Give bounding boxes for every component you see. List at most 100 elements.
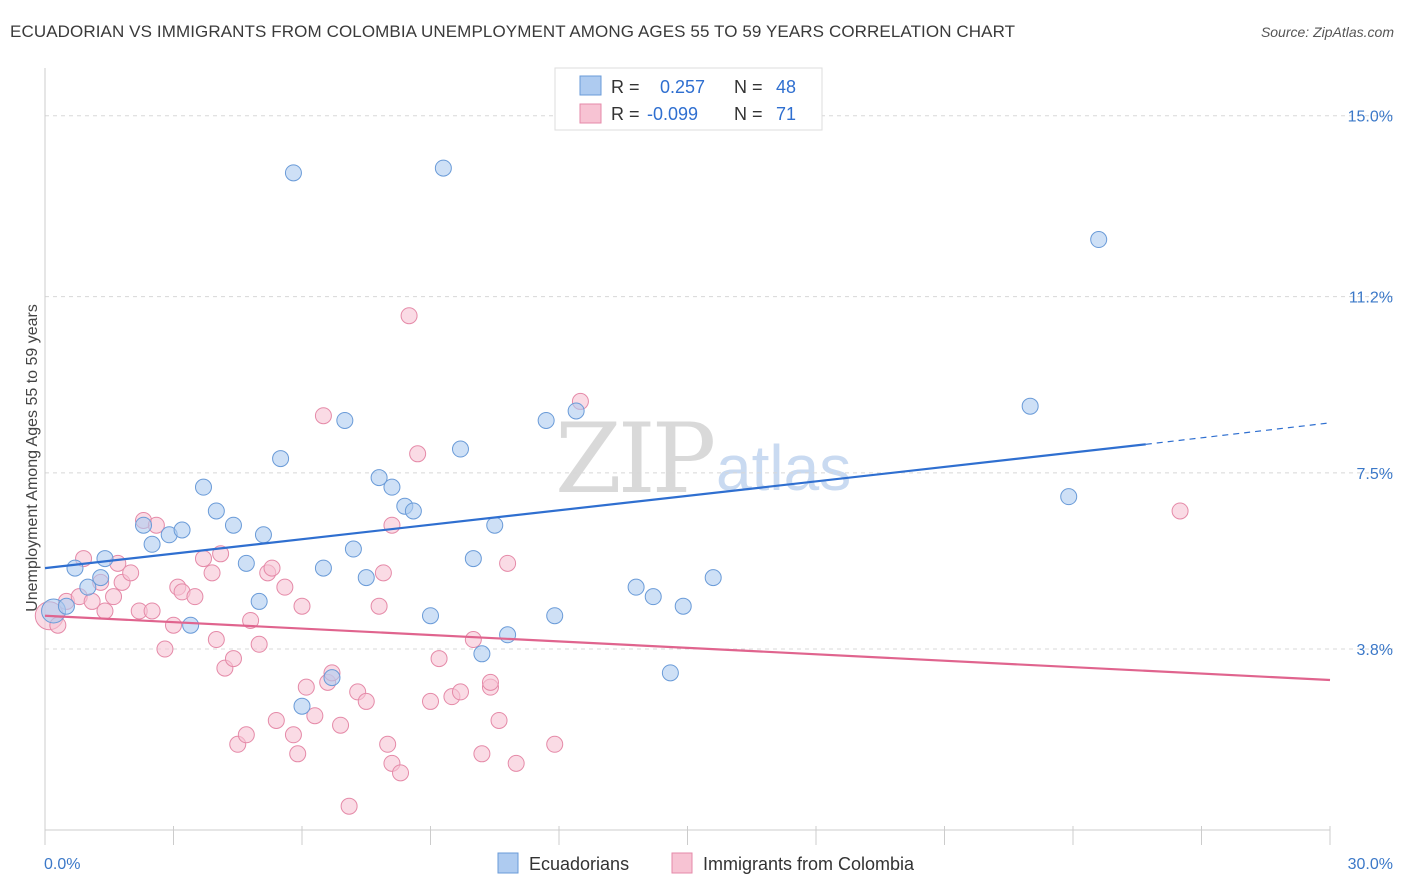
colombia-trend-line [44,614,1331,682]
colombia-point [263,559,281,577]
ecuadorians-point [92,569,110,587]
colombia-point [194,550,212,568]
ecuadorians-point [66,559,84,577]
legend-n-label-1: N = [734,77,763,97]
correlation-legend: R = 0.257 N = 48 R = -0.099 N = 71 [554,67,823,131]
colombia-point [237,726,255,744]
ecuadorians-point [567,402,585,420]
watermark-atlas: atlas [716,432,851,504]
colombia-point [207,631,225,649]
colombia-point [224,650,242,668]
colombia-point [409,445,427,463]
colombia-point [379,735,397,753]
series-ecuadorians-points [41,159,1108,715]
bottom-legend-colombia: Immigrants from Colombia [703,854,915,874]
ecuadorians-point [1021,397,1039,415]
ecuadorians-point [182,616,200,634]
colombia-point [143,602,161,620]
ecuadorians-point [272,450,290,468]
colombia-point [451,683,469,701]
colombia-point [250,635,268,653]
ecuadorians-point [79,578,97,596]
series-colombia-points [34,307,1189,815]
colombia-point [422,692,439,710]
ecuadorians-trend-line [44,443,1146,570]
ecuadorians-point [284,164,302,182]
colombia-point [383,516,401,534]
ecuadorians-point [173,521,191,539]
legend-r-value-2: -0.099 [647,104,698,124]
colombia-point [499,554,517,572]
ecuadorians-point [661,664,679,682]
ecuadorians-point [704,569,722,587]
colombia-point [105,588,123,606]
ecuadorians-point [1060,488,1078,506]
ecuadorians-point [314,559,332,577]
axes [44,68,1331,845]
colombia-point [392,764,410,782]
legend-n-value-2: 71 [776,104,796,124]
ecuadorians-point [224,516,242,534]
ecuadorians-point [383,478,401,496]
watermark-zip: ZIP [555,403,714,515]
colombia-point [546,735,564,753]
colombia-point [314,407,332,425]
ecuadorians-point [357,569,375,587]
colombia-point [242,611,260,629]
ecuadorians-point [464,550,482,568]
ecuadorians-point [207,502,225,520]
ecuadorians-point [434,159,452,177]
colombia-point [165,616,182,634]
ecuadorians-point [237,554,255,572]
x-tick-label-max: 30.0% [1348,856,1393,873]
ecuadorians-point [546,607,564,625]
colombia-point [297,678,315,696]
colombia-point [156,640,174,658]
bottom-legend-swatch-colombia [671,852,693,874]
colombia-point [306,707,324,725]
colombia-point [400,307,418,325]
ecuadorians-point [250,592,268,610]
colombia-point [122,564,140,582]
ecuadorians-point [336,411,354,429]
legend-n-label-2: N = [734,104,763,124]
colombia-point [203,564,221,582]
series-legend: Ecuadorians Immigrants from Colombia [497,852,915,874]
ecuadorians-point [537,411,555,429]
legend-r-label-2: R = [611,104,640,124]
colombia-point [374,564,392,582]
ecuadorians-point [135,516,153,534]
colombia-point [276,578,294,596]
legend-swatch-pink [579,103,602,124]
ecuadorians-point [486,516,504,534]
colombia-point [357,692,375,710]
colombia-point [267,711,285,729]
ecuadorians-point [370,469,388,487]
ecuadorians-point [143,535,161,553]
colombia-point [332,716,350,734]
ecuadorians-point [254,526,272,544]
colombia-point [293,597,311,615]
chart-source: Source: ZipAtlas.com [1260,24,1394,40]
legend-swatch-blue [579,75,602,96]
ecuadorians-point [194,478,212,496]
ecuadorians-point [57,597,75,615]
colombia-point [430,650,448,668]
ecuadorians-point [293,697,311,715]
trend-lines [44,422,1331,682]
tick-labels: 3.8% 7.5% 11.2% 15.0% 0.0% 30.0% [44,109,1393,873]
ecuadorians-point [473,645,491,663]
colombia-point [490,711,508,729]
ecuadorians-point [627,578,645,596]
ecuadorians-point [404,502,422,520]
y-axis-title: Unemployment Among Ages 55 to 59 years [24,304,41,612]
ecuadorians-point [499,626,517,644]
colombia-point [507,754,525,772]
ecuadorians-point [644,588,662,606]
legend-r-value-1: 0.257 [660,77,705,97]
y-tick-label: 11.2% [1349,290,1393,307]
colombia-point [1171,502,1189,520]
y-tick-label: 15.0% [1348,109,1393,126]
colombia-point [340,797,358,815]
